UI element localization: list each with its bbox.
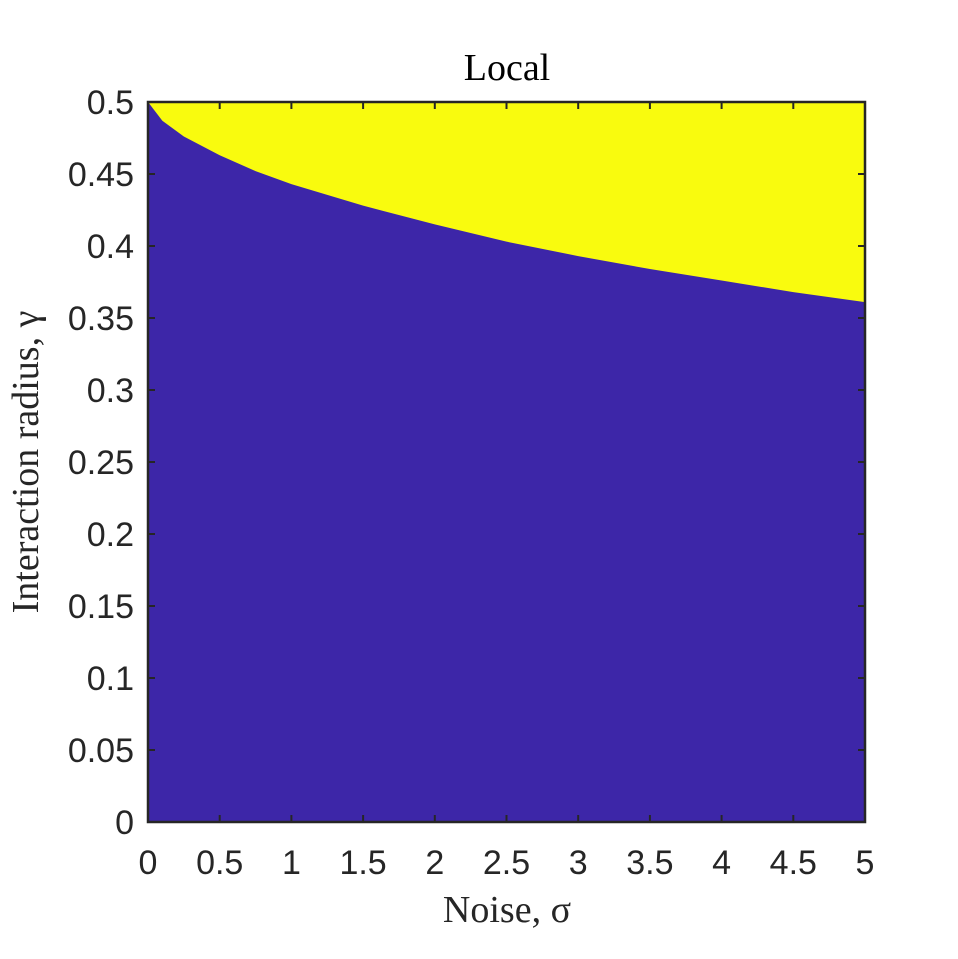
plot-area <box>146 100 867 824</box>
chart-title: Local <box>464 47 551 89</box>
x-tick-label: 5 <box>856 844 875 882</box>
x-axis-label: Noise, σ <box>443 889 571 931</box>
x-tick-label: 4.5 <box>770 844 817 882</box>
y-tick-label: 0 <box>115 804 134 842</box>
x-tick-label: 3.5 <box>626 844 673 882</box>
x-tick-label: 2.5 <box>483 844 530 882</box>
y-tick-label: 0.25 <box>68 444 134 482</box>
x-tick-label: 1.5 <box>339 844 386 882</box>
y-tick-label: 0.2 <box>87 516 134 554</box>
x-tick-label: 1 <box>282 844 301 882</box>
y-tick-label: 0.15 <box>68 588 134 626</box>
y-axis-label: Interaction radius, γ <box>5 311 47 614</box>
region-below-boundary <box>148 102 865 822</box>
x-tick-label: 0.5 <box>196 844 243 882</box>
y-tick-label: 0.5 <box>87 84 134 122</box>
y-tick-label: 0.4 <box>87 228 134 266</box>
x-tick-label: 4 <box>712 844 731 882</box>
x-tick-label: 3 <box>569 844 588 882</box>
x-tick-label: 2 <box>425 844 444 882</box>
y-tick-label: 0.45 <box>68 156 134 194</box>
x-axis-ticks: 0 0.5 1 1.5 2 2.5 3 3.5 4 4.5 5 <box>139 102 875 882</box>
y-tick-label: 0.05 <box>68 732 134 770</box>
y-axis-ticks: 0 0.05 0.1 0.15 0.2 0.25 0.3 0.35 0.4 0.45 0.5 <box>68 84 865 842</box>
y-tick-label: 0.35 <box>68 300 134 338</box>
y-tick-label: 0.3 <box>87 372 134 410</box>
x-tick-label: 0 <box>139 844 158 882</box>
y-tick-label: 0.1 <box>87 660 134 698</box>
